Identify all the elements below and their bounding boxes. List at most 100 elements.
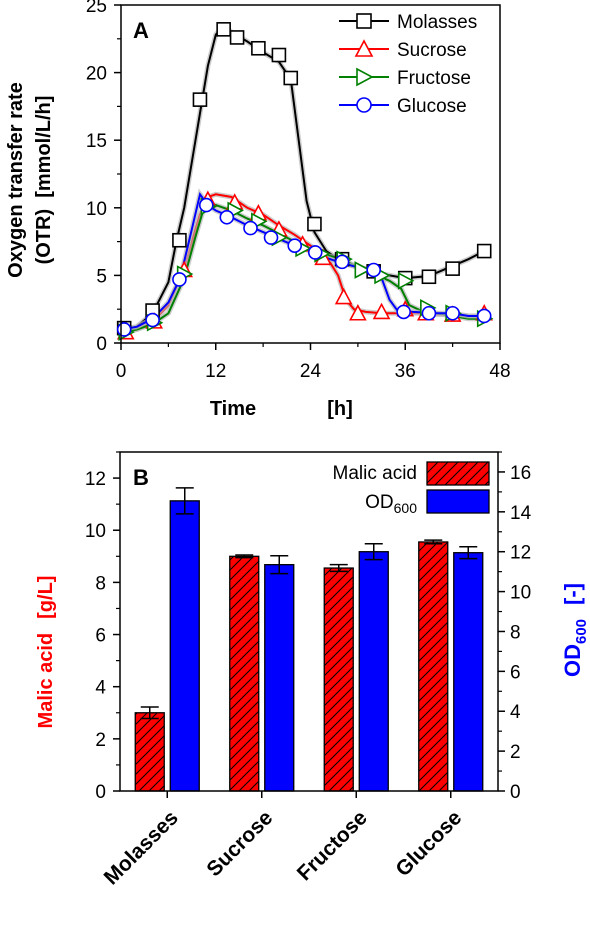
malic-acid-axis-title: Malic acid [g/L] — [35, 576, 57, 729]
malic-acid-bar-molasses — [134, 712, 165, 792]
glucose-marker — [366, 262, 381, 278]
od-axis-subscript: 600 — [573, 619, 590, 644]
od-bar-sucrose — [264, 564, 295, 792]
sucrose-marker — [349, 304, 367, 321]
category-label-fructose: Fructose — [293, 806, 372, 885]
od-axis-unit: [-] — [560, 583, 585, 605]
otr-y-tick-label: 25 — [86, 0, 107, 17]
legend-molasses-label: Molasses — [397, 12, 477, 33]
otr-axis-ticks: 0 12 24 36 48 0 5 10 15 20 25 — [86, 0, 511, 382]
od-bar-fructose — [358, 551, 389, 792]
otr-x-tick-label: 48 — [489, 361, 510, 382]
od-bar-glucose — [453, 552, 484, 792]
glucose-marker — [145, 312, 160, 328]
otr-y-axis-label-line2: (OTR) [mmol/L/h] — [33, 96, 55, 265]
malic-y-tick-label: 12 — [85, 469, 106, 490]
bar-axis-ticks: 0 2 4 6 8 10 12 0 2 4 6 8 10 12 14 16 — [85, 451, 532, 803]
malic-acid-bar-sucrose — [229, 555, 260, 792]
panel-label-a: A — [133, 18, 149, 43]
od-y-tick-label: 16 — [510, 463, 531, 484]
glucose-marker — [334, 254, 350, 270]
otr-y-tick-label: 5 — [96, 266, 107, 287]
malic-acid-bar-fructose — [323, 567, 354, 792]
bar-plot-frame — [119, 451, 499, 792]
legend-fructose-label: Fructose — [397, 68, 471, 89]
od-y-tick-label: 6 — [510, 662, 521, 683]
otr-line-chart: A 0 12 24 36 48 0 5 10 15 20 25 Molasses Sucrose Fru… — [5, 0, 511, 420]
bar-category-labels: Molasses Sucrose Fructose Glucose — [100, 806, 467, 889]
molasses-marker — [251, 40, 266, 56]
otr-series — [116, 21, 494, 342]
molasses-marker — [229, 30, 245, 45]
sucrose-marker — [372, 302, 391, 320]
od-y-tick-label: 4 — [510, 702, 521, 723]
legend-fructose-marker — [356, 67, 374, 87]
otr-y-tick-label: 0 — [96, 334, 107, 355]
legend-molasses-marker — [356, 13, 372, 29]
malic-y-tick-label: 6 — [95, 626, 106, 647]
malic-y-tick-label: 8 — [95, 573, 106, 594]
category-label-glucose: Glucose — [391, 806, 466, 881]
category-label-molasses: Molasses — [100, 806, 183, 889]
molasses-marker — [421, 269, 437, 285]
otr-y-tick-label: 10 — [86, 199, 107, 220]
malic-acid-axis-label: Malic acid — [35, 633, 57, 729]
malic-y-tick-label: 4 — [95, 678, 106, 699]
molasses-marker — [271, 47, 287, 63]
glucose-marker — [287, 238, 303, 253]
fructose-marker — [354, 261, 372, 279]
malic-acid-bar-glucose — [418, 541, 449, 792]
malic-y-tick-label: 2 — [95, 730, 106, 751]
glucose-marker — [421, 305, 437, 321]
category-label-sucrose: Sucrose — [202, 806, 277, 881]
glucose-marker — [263, 230, 279, 245]
otr-y-axis-label-line1: Oxygen transfer rate — [5, 82, 27, 278]
od-y-tick-label: 10 — [510, 583, 531, 604]
od-y-tick-label: 0 — [510, 782, 521, 803]
legend-sucrose-marker — [354, 39, 374, 57]
od-bar-molasses — [169, 500, 200, 792]
glucose-marker — [243, 220, 258, 236]
bar-series — [134, 487, 484, 792]
od-y-tick-label: 14 — [510, 503, 532, 524]
otr-x-tick-label: 36 — [395, 361, 416, 382]
malic-od-bar-chart: 0 2 4 6 8 10 12 0 2 4 6 8 10 12 14 16 B Malic acid OD600… — [35, 451, 590, 889]
bar-legend: Malic acid OD600 — [333, 461, 490, 516]
molasses-marker — [172, 232, 187, 248]
od-axis-title: OD600 [-] — [560, 583, 590, 677]
malic-y-tick-label: 0 — [95, 782, 106, 803]
legend-od-label-subscript: 600 — [394, 500, 418, 516]
otr-x-axis-unit: [h] — [327, 398, 353, 420]
panel-label-b: B — [133, 465, 149, 490]
otr-x-tick-label: 12 — [205, 361, 226, 382]
molasses-marker — [445, 261, 460, 276]
glucose-marker — [219, 209, 235, 225]
glucose-marker — [307, 245, 323, 260]
glucose-marker — [198, 197, 214, 213]
otr-x-tick-label: 24 — [300, 361, 322, 382]
otr-y-tick-label: 15 — [86, 131, 107, 152]
molasses-marker — [307, 216, 322, 232]
molasses-marker — [216, 22, 231, 37]
glucose-marker — [476, 308, 492, 324]
glucose-marker — [172, 272, 187, 287]
otr-legend: Molasses Sucrose Fructose Glucose — [339, 12, 477, 117]
molasses-marker — [476, 243, 492, 259]
otr-x-axis-label: Time — [210, 398, 256, 420]
molasses-marker — [283, 70, 299, 86]
od-y-tick-label: 12 — [510, 543, 531, 564]
otr-y-tick-label: 20 — [86, 64, 107, 85]
otr-x-tick-label: 0 — [116, 361, 127, 382]
otr-plot-frame — [120, 4, 501, 344]
legend-glucose-label: Glucose — [397, 96, 467, 117]
fructose-marker — [397, 271, 415, 290]
legend-sucrose-label: Sucrose — [397, 40, 467, 61]
legend-od-label: OD600 — [365, 492, 417, 516]
malic-y-tick-label: 10 — [85, 521, 106, 542]
od-y-tick-label: 8 — [510, 622, 521, 643]
od-y-tick-label: 2 — [510, 742, 521, 763]
legend-malic-acid-label: Malic acid — [333, 463, 417, 484]
malic-acid-axis-unit: [g/L] — [35, 576, 57, 619]
molasses-marker — [192, 92, 208, 107]
